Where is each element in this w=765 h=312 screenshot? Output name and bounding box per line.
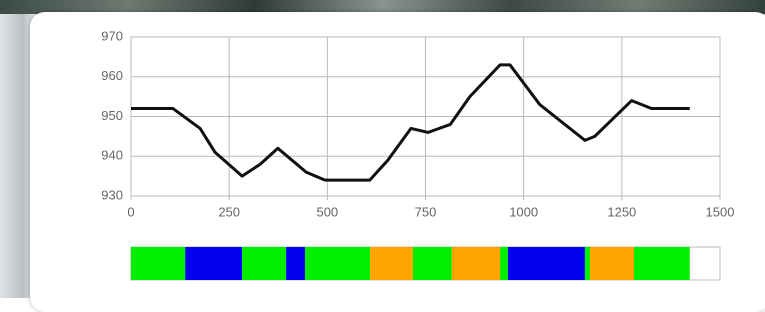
y-tick-label: 970: [101, 28, 123, 43]
y-tick-label: 950: [101, 108, 123, 123]
y-tick-label: 930: [101, 187, 123, 202]
x-tick-label: 0: [127, 204, 134, 219]
x-tick-label: 250: [218, 204, 240, 219]
strip-segment: [242, 247, 286, 280]
strip-segment: [286, 247, 305, 280]
x-tick-label: 500: [316, 204, 338, 219]
strip-segment: [500, 247, 508, 280]
strip-segment: [370, 247, 413, 280]
strip-segment: [131, 247, 185, 280]
page: {"chart_data": [ {"type": "line", "color…: [0, 0, 765, 298]
y-tick-label: 940: [101, 148, 123, 163]
x-tick-label: 1500: [706, 204, 735, 219]
y-tick-label: 960: [101, 68, 123, 83]
strip-segment: [508, 247, 585, 280]
strip-segment: [413, 247, 452, 280]
x-tick-label: 1250: [607, 204, 636, 219]
strip-segment: [634, 247, 690, 280]
strip-segment: [452, 247, 500, 280]
x-tick-label: 750: [415, 204, 437, 219]
strip-segment: [590, 247, 634, 280]
chart: 930 940 950 960 970 0 250 500 750 1000 1250 1500: [0, 0, 765, 298]
strip-segment: [585, 247, 590, 280]
x-tick-label: 1000: [509, 204, 538, 219]
elevation-line: [131, 65, 690, 180]
strip-segment: [185, 247, 242, 280]
strip-segment: [305, 247, 370, 280]
